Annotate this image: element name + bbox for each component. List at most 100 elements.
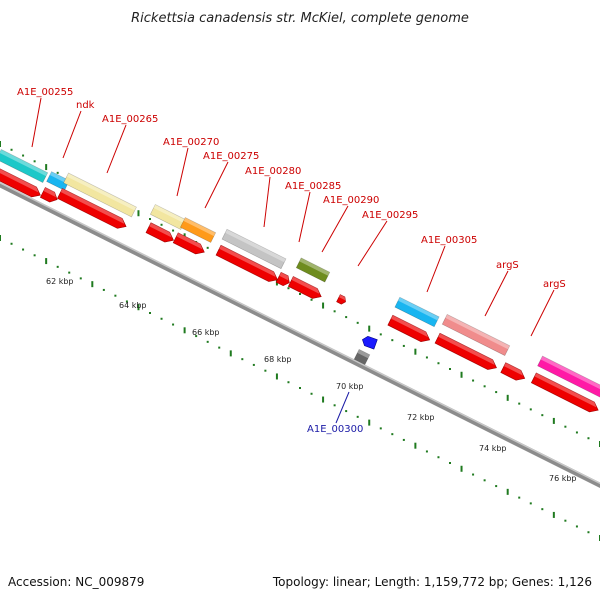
lower-tick: [391, 433, 394, 436]
leader-line: [263, 176, 271, 228]
gene-box-body: [362, 335, 378, 350]
lower-tick: [287, 381, 290, 384]
gene-label: A1E_00285: [285, 181, 341, 192]
upper-tick: [137, 210, 140, 217]
gene-box-body: [353, 348, 371, 366]
lower-tick: [22, 248, 25, 251]
lower-tick: [252, 363, 255, 366]
upper-tick: [391, 339, 394, 342]
lower-tick: [241, 358, 244, 361]
tick-tracks: [0, 141, 600, 541]
gene-label: A1E_00265: [102, 114, 158, 125]
upper-tick: [345, 316, 348, 319]
lower-tick: [356, 415, 359, 418]
gene-box: [63, 172, 137, 218]
gene-box: [441, 314, 511, 356]
scale-label: 76 kbp: [549, 474, 577, 483]
gene-box-body: [295, 257, 331, 283]
cds-arrow-body: [387, 314, 431, 342]
gene-box-shine: [153, 204, 186, 224]
scale-label: 62 kbp: [46, 277, 74, 286]
lower-tick: [45, 258, 48, 265]
gene-label: A1E_00290: [323, 195, 379, 206]
gene-box-body: [441, 314, 511, 356]
gene-box: [221, 228, 287, 270]
gene-features: [0, 149, 600, 413]
lower-tick: [206, 340, 209, 343]
lower-tick: [414, 442, 417, 449]
cds-arrow-shine: [338, 294, 346, 301]
genome-backbone: [0, 177, 600, 496]
lower-tick: [79, 277, 82, 280]
cds-arrow-shine: [534, 372, 597, 408]
gene-label: ndk: [76, 100, 95, 111]
gene-label: A1E_00255: [17, 87, 73, 98]
leader-line: [357, 220, 388, 267]
upper-tick: [425, 356, 428, 359]
lower-tick: [195, 335, 198, 338]
lower-tick: [149, 312, 151, 314]
gene-box-shine: [183, 217, 216, 237]
upper-tick: [437, 362, 440, 365]
scale-label: 66 kbp: [192, 328, 220, 337]
scale-labels: 62 kbp 64 kbp 66 kbp 68 kbp 70 kbp 72 kb…: [46, 277, 577, 483]
gene-box: [362, 335, 378, 350]
lower-tick: [345, 410, 348, 413]
lower-tick: [91, 281, 94, 288]
lower-tick: [495, 485, 498, 488]
upper-tick: [10, 148, 13, 151]
cds-arrow: [39, 187, 58, 203]
cds-arrow-shine: [504, 362, 523, 376]
topology-text: Topology: linear; Length: 1,159,772 bp; …: [272, 575, 592, 589]
gene-box-shine: [398, 297, 440, 321]
gene-box-shine: [225, 229, 286, 263]
gene-label: A1E_00275: [203, 151, 259, 162]
cds-arrow-shine: [391, 315, 428, 338]
upper-tick: [33, 160, 36, 163]
upper-tick: [160, 223, 163, 226]
scale-label: 70 kbp: [336, 382, 364, 391]
lower-tick: [472, 473, 475, 476]
upper-tick: [206, 246, 209, 249]
cds-arrow: [387, 314, 431, 342]
gene-box: [537, 355, 600, 401]
upper-tick: [495, 391, 498, 394]
lower-tick: [137, 304, 140, 311]
scale-label: 64 kbp: [119, 301, 147, 310]
lower-tick: [218, 346, 221, 349]
lower-tick: [322, 396, 325, 403]
leader-line: [31, 97, 42, 148]
leader-line: [335, 391, 350, 424]
leader-line: [530, 289, 555, 337]
gene-box-shine: [357, 349, 370, 359]
leader-line: [298, 191, 311, 243]
lower-tick: [483, 479, 486, 482]
cds-arrow-body: [275, 271, 290, 287]
lower-tick: [56, 265, 59, 268]
lower-tick: [160, 317, 163, 320]
cds-arrow: [215, 244, 278, 282]
upper-tick: [518, 402, 521, 405]
upper-tick: [529, 408, 532, 411]
cds-arrow-body: [0, 167, 41, 198]
gene-box: [295, 257, 331, 283]
cds-arrow: [530, 372, 599, 413]
lower-tick: [229, 350, 232, 357]
cds-arrow-body: [287, 276, 322, 299]
cds-arrow-body: [530, 372, 599, 413]
cds-arrow: [336, 294, 346, 305]
gene-labels: A1E_00255 ndk A1E_00265 A1E_00270 A1E_00…: [17, 87, 566, 435]
lower-tick: [68, 271, 71, 274]
cds-arrow: [0, 167, 41, 198]
gene-box: [179, 217, 217, 243]
upper-tick: [45, 164, 48, 171]
gene-box: [353, 348, 371, 366]
cds-arrow-shine: [438, 333, 495, 366]
lower-tick: [333, 404, 336, 407]
upper-tick: [575, 431, 578, 434]
gene-box-body: [394, 296, 440, 328]
leader-line: [106, 124, 127, 174]
lower-tick: [460, 465, 463, 472]
lower-tick: [310, 392, 313, 395]
